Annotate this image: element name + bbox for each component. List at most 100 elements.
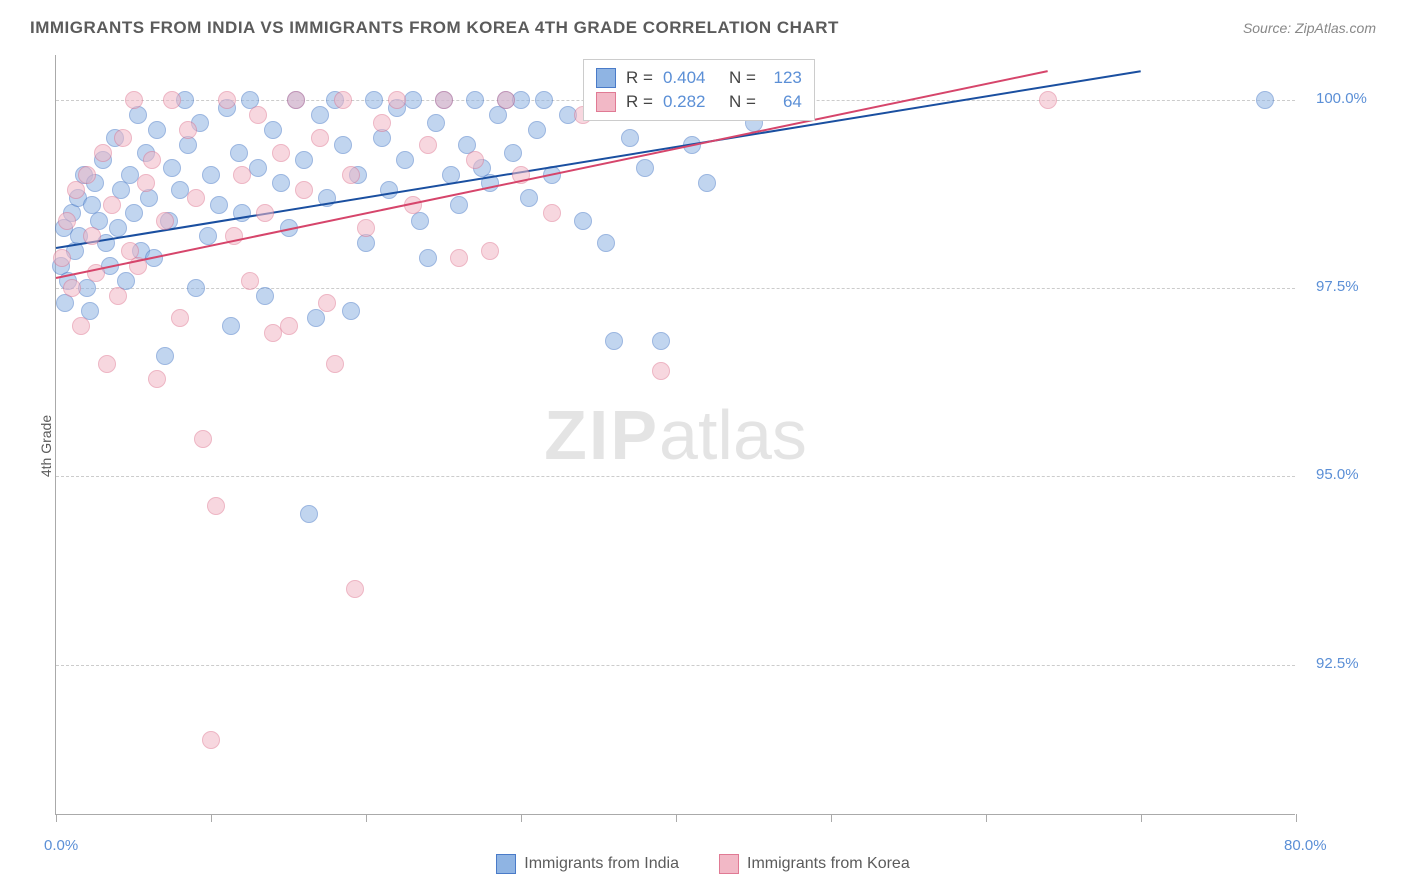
x-tick [1296,814,1297,822]
data-point [357,219,375,237]
n-label: N = [729,92,756,112]
legend-item-india: Immigrants from India [496,854,679,874]
data-point [53,249,71,267]
data-point [419,249,437,267]
scatter-plot: ZIPatlas 92.5%95.0%97.5%100.0%0.0%80.0%R… [55,55,1295,815]
data-point [346,580,364,598]
data-point [218,91,236,109]
stats-row: R =0.404N =123 [596,66,802,90]
data-point [380,181,398,199]
y-tick-label: 92.5% [1316,655,1359,672]
data-point [199,227,217,245]
data-point [114,129,132,147]
data-point [365,91,383,109]
data-point [419,136,437,154]
data-point [140,189,158,207]
gridline [56,476,1295,477]
stats-box: R =0.404N =123R = 0.282 N = 64 [583,59,815,121]
data-point [334,91,352,109]
data-point [264,121,282,139]
data-point [295,181,313,199]
data-point [222,317,240,335]
data-point [137,174,155,192]
data-point [103,196,121,214]
data-point [450,196,468,214]
data-point [78,166,96,184]
data-point [388,91,406,109]
r-value: 0.282 [663,92,719,112]
n-value: 64 [766,92,802,112]
data-point [171,309,189,327]
chart-title: IMMIGRANTS FROM INDIA VS IMMIGRANTS FROM… [30,18,839,38]
x-tick [521,814,522,822]
data-point [520,189,538,207]
legend: Immigrants from India Immigrants from Ko… [0,854,1406,874]
data-point [241,272,259,290]
data-point [427,114,445,132]
gridline [56,288,1295,289]
data-point [318,294,336,312]
n-value: 123 [766,68,802,88]
r-label: R = [626,92,653,112]
data-point [202,166,220,184]
data-point [58,212,76,230]
r-label: R = [626,68,653,88]
data-point [125,91,143,109]
x-tick [1141,814,1142,822]
data-point [342,166,360,184]
y-tick-label: 95.0% [1316,466,1359,483]
legend-label: Immigrants from India [524,855,679,873]
data-point [1256,91,1274,109]
data-point [311,106,329,124]
watermark: ZIPatlas [544,395,807,475]
data-point [300,505,318,523]
data-point [652,362,670,380]
data-point [187,279,205,297]
data-point [535,91,553,109]
x-tick [676,814,677,822]
data-point [83,227,101,245]
data-point [233,166,251,184]
data-point [450,249,468,267]
data-point [148,121,166,139]
data-point [280,317,298,335]
data-point [72,317,90,335]
swatch-icon [596,68,616,88]
data-point [94,144,112,162]
data-point [207,497,225,515]
data-point [249,159,267,177]
data-point [67,181,85,199]
data-point [698,174,716,192]
data-point [605,332,623,350]
legend-item-korea: Immigrants from Korea [719,854,910,874]
data-point [373,114,391,132]
data-point [287,91,305,109]
y-axis-label: 4th Grade [38,415,54,477]
data-point [404,91,422,109]
source-label: Source: ZipAtlas.com [1243,20,1376,36]
stats-row: R = 0.282 N = 64 [596,90,802,114]
data-point [148,370,166,388]
data-point [504,144,522,162]
data-point [63,279,81,297]
data-point [194,430,212,448]
data-point [307,309,325,327]
data-point [109,287,127,305]
x-tick [211,814,212,822]
data-point [156,347,174,365]
y-tick-label: 100.0% [1316,90,1367,107]
data-point [249,106,267,124]
data-point [396,151,414,169]
data-point [109,219,127,237]
x-tick-label: 0.0% [44,837,78,854]
data-point [334,136,352,154]
data-point [272,174,290,192]
data-point [98,355,116,373]
swatch-icon [719,854,739,874]
legend-label: Immigrants from Korea [747,855,910,873]
data-point [179,121,197,139]
data-point [187,189,205,207]
x-tick-label: 80.0% [1284,837,1327,854]
swatch-icon [596,92,616,112]
data-point [342,302,360,320]
